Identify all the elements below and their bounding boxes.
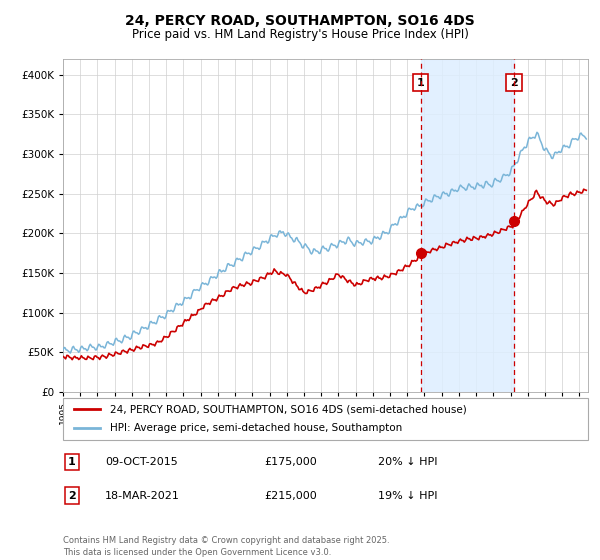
Text: Price paid vs. HM Land Registry's House Price Index (HPI): Price paid vs. HM Land Registry's House … bbox=[131, 28, 469, 41]
Text: 20% ↓ HPI: 20% ↓ HPI bbox=[378, 457, 437, 467]
Text: £215,000: £215,000 bbox=[264, 491, 317, 501]
Text: 1: 1 bbox=[68, 457, 76, 467]
FancyBboxPatch shape bbox=[63, 398, 588, 440]
Text: 09-OCT-2015: 09-OCT-2015 bbox=[105, 457, 178, 467]
Text: 19% ↓ HPI: 19% ↓ HPI bbox=[378, 491, 437, 501]
Text: HPI: Average price, semi-detached house, Southampton: HPI: Average price, semi-detached house,… bbox=[110, 423, 403, 433]
Text: 1: 1 bbox=[416, 78, 424, 87]
Text: 24, PERCY ROAD, SOUTHAMPTON, SO16 4DS (semi-detached house): 24, PERCY ROAD, SOUTHAMPTON, SO16 4DS (s… bbox=[110, 404, 467, 414]
Text: 2: 2 bbox=[68, 491, 76, 501]
Text: 24, PERCY ROAD, SOUTHAMPTON, SO16 4DS: 24, PERCY ROAD, SOUTHAMPTON, SO16 4DS bbox=[125, 14, 475, 28]
Text: 2: 2 bbox=[510, 78, 518, 87]
Text: Contains HM Land Registry data © Crown copyright and database right 2025.
This d: Contains HM Land Registry data © Crown c… bbox=[63, 536, 389, 557]
Text: £175,000: £175,000 bbox=[264, 457, 317, 467]
Text: 18-MAR-2021: 18-MAR-2021 bbox=[105, 491, 180, 501]
Bar bbox=[421, 59, 514, 392]
